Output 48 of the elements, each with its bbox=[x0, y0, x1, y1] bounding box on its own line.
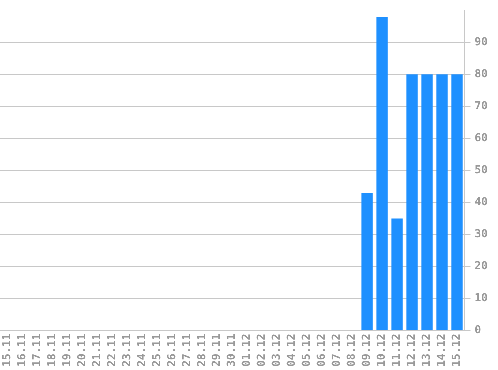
bar bbox=[362, 193, 373, 330]
x-tick-label: 08.12 bbox=[345, 334, 358, 368]
x-tick-label: 29.11 bbox=[210, 334, 224, 368]
x-tick-label: 05.12 bbox=[300, 334, 314, 368]
x-tick-label: 15.12 bbox=[450, 334, 464, 368]
x-tick-label: 30.11 bbox=[225, 334, 238, 368]
x-tick-label: 09.12 bbox=[360, 334, 374, 368]
y-tick-label: 80 bbox=[474, 68, 488, 81]
x-tick-label: 01.12 bbox=[240, 334, 254, 368]
bar bbox=[406, 74, 418, 330]
y-tick-label: 60 bbox=[474, 132, 488, 145]
x-tick-label: 02.12 bbox=[255, 334, 268, 368]
x-tick-label: 23.11 bbox=[120, 334, 134, 368]
y-tick-label: 20 bbox=[474, 260, 488, 273]
bar bbox=[436, 74, 448, 330]
y-tick-label: 50 bbox=[474, 164, 488, 177]
x-tick-label: 10.12 bbox=[375, 334, 388, 368]
bar bbox=[376, 17, 388, 330]
x-tick-label: 27.11 bbox=[180, 334, 194, 368]
x-tick-label: 12.12 bbox=[405, 334, 418, 368]
x-tick-label: 06.12 bbox=[315, 334, 328, 368]
x-tick-label: 11.12 bbox=[390, 334, 404, 368]
bar bbox=[422, 74, 433, 330]
y-tick-label: 0 bbox=[474, 324, 482, 337]
x-tick-label: 07.12 bbox=[330, 334, 344, 368]
y-tick-label: 70 bbox=[474, 100, 488, 113]
x-tick-label: 13.12 bbox=[420, 334, 434, 368]
x-tick-label: 03.12 bbox=[270, 334, 284, 368]
x-tick-label: 26.11 bbox=[165, 334, 178, 368]
y-tick-label: 10 bbox=[474, 292, 488, 305]
x-tick-label: 16.11 bbox=[15, 334, 28, 368]
x-tick-label: 15.11 bbox=[0, 334, 14, 368]
x-tick-label: 28.11 bbox=[195, 334, 208, 368]
x-tick-label: 17.11 bbox=[30, 334, 44, 368]
x-tick-label: 25.11 bbox=[150, 334, 164, 368]
x-tick-label: 21.11 bbox=[90, 334, 104, 368]
y-tick-label: 30 bbox=[474, 228, 488, 241]
y-tick-label: 40 bbox=[474, 196, 488, 209]
bar bbox=[452, 74, 463, 330]
x-tick-label: 14.12 bbox=[435, 334, 448, 368]
x-tick-label: 20.11 bbox=[75, 334, 88, 368]
x-tick-label: 04.12 bbox=[285, 334, 298, 368]
x-tick-label: 24.11 bbox=[135, 334, 148, 368]
x-tick-label: 18.11 bbox=[45, 334, 58, 368]
bar bbox=[392, 218, 403, 330]
y-tick-label: 90 bbox=[474, 35, 488, 48]
x-tick-label: 22.11 bbox=[105, 334, 118, 368]
x-tick-label: 19.11 bbox=[60, 334, 74, 368]
